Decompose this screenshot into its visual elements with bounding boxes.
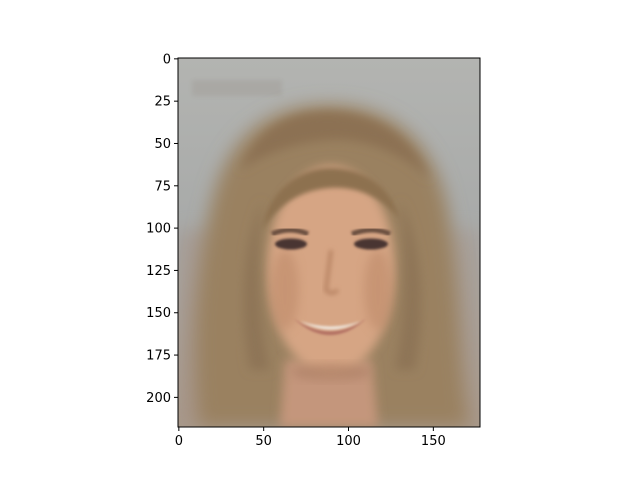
hair-fringe [262, 168, 400, 230]
y-tick-label: 200 [146, 391, 171, 406]
right-eye [354, 238, 388, 250]
left-eye [275, 238, 307, 250]
face [267, 166, 395, 374]
image-plot [178, 58, 480, 427]
x-axis: 0 50 100 150 [175, 427, 446, 449]
x-tick-label: 150 [421, 434, 446, 449]
x-tick-label: 100 [336, 434, 361, 449]
x-tick-label: 50 [255, 434, 272, 449]
y-tick-label: 75 [154, 179, 171, 194]
y-tick-label: 0 [163, 52, 171, 67]
y-tick-label: 50 [154, 137, 171, 152]
teeth [300, 321, 361, 330]
y-tick-label: 25 [154, 95, 171, 110]
mouth [293, 318, 367, 335]
y-tick-label: 150 [146, 306, 171, 321]
background-text-smudge [192, 80, 282, 96]
x-tick-label: 0 [175, 434, 183, 449]
y-tick-label: 100 [146, 222, 171, 237]
left-eyebrow [270, 227, 310, 237]
nose [323, 249, 340, 295]
right-eyebrow [351, 227, 392, 237]
y-tick-label: 175 [146, 349, 171, 364]
axes-frame [177, 57, 481, 428]
y-axis: 0 25 50 75 100 125 150 175 200 [146, 52, 178, 406]
hair-top [240, 111, 430, 180]
y-tick-label: 125 [146, 264, 171, 279]
